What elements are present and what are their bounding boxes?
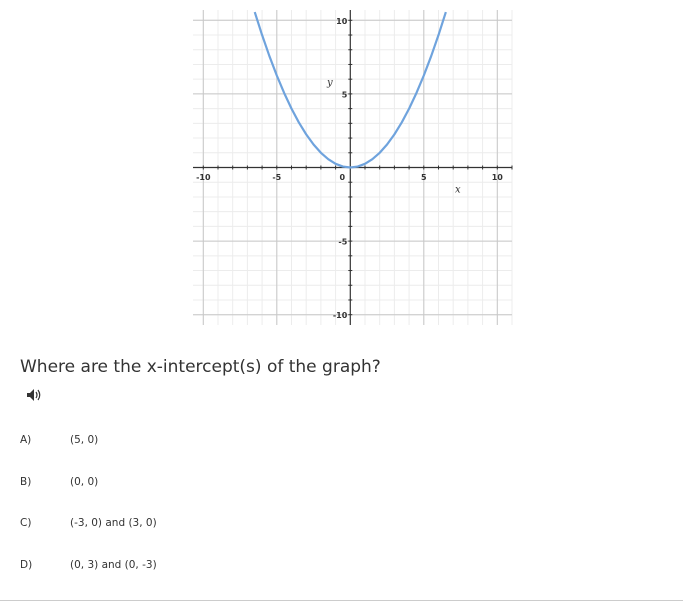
y-tick-label: 5 <box>342 90 348 99</box>
y-tick-label: -5 <box>338 238 347 247</box>
x-axis-label: x <box>455 185 461 196</box>
option-text[interactable]: (0, 0) <box>70 475 99 488</box>
option-letter[interactable]: C) <box>20 517 32 529</box>
option-text[interactable]: (0, 3) and (0, -3) <box>70 558 157 571</box>
divider <box>0 600 683 601</box>
x-tick-label: 0 <box>340 173 346 182</box>
option-letter[interactable]: D) <box>20 558 33 571</box>
x-tick-label: 10 <box>492 173 504 182</box>
option-letter[interactable]: B) <box>20 475 32 488</box>
option-text[interactable]: (5, 0) <box>70 434 99 446</box>
parabola <box>253 11 447 169</box>
option-letter[interactable]: A) <box>20 434 32 446</box>
graph: -10 -5 0 5 10 -10 -5 5 10 x y <box>193 10 513 325</box>
y-tick-label: 10 <box>336 17 348 26</box>
y-axis-label: y <box>326 78 333 89</box>
question: Where are the x-intercept(s) of the grap… <box>20 357 381 377</box>
x-tick-label: -10 <box>196 173 211 182</box>
y-tick-label: -10 <box>333 311 348 320</box>
speaker-icon[interactable] <box>27 389 41 401</box>
x-tick-label: -5 <box>272 173 281 182</box>
x-tick-label: 5 <box>421 173 427 182</box>
option-text[interactable]: (-3, 0) and (3, 0) <box>70 517 157 529</box>
